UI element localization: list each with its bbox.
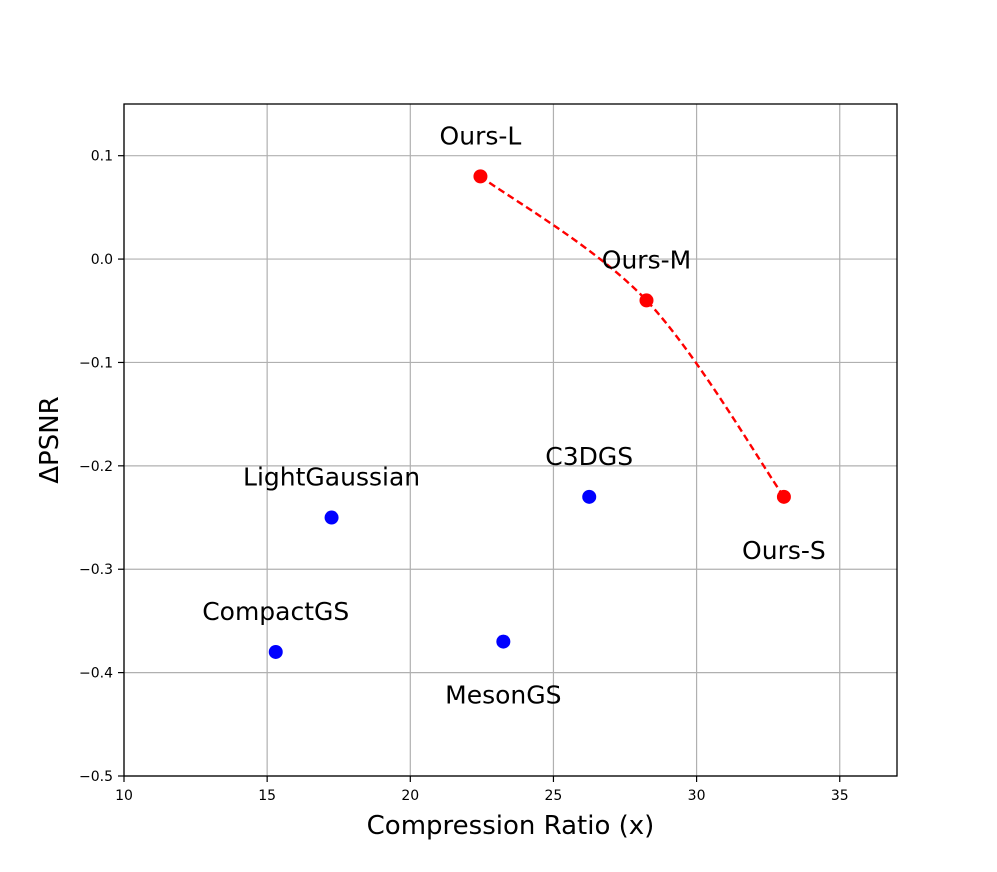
x-tick-label: 15 (258, 788, 276, 804)
point-label: C3DGS (545, 442, 633, 471)
y-tick-label: −0.4 (79, 666, 113, 682)
x-tick-label: 30 (688, 788, 706, 804)
y-tick-label: 0.1 (91, 149, 113, 165)
y-tick-label: 0.0 (91, 252, 113, 268)
data-point (639, 293, 654, 308)
data-point (496, 634, 511, 649)
y-tick-label: −0.5 (79, 769, 113, 785)
point-label: LightGaussian (243, 463, 420, 492)
y-tick-label: −0.1 (79, 355, 113, 371)
y-axis-title: ΔPSNR (35, 396, 65, 483)
point-label: Ours-M (602, 245, 691, 274)
data-point (324, 510, 339, 525)
x-tick-label: 10 (115, 788, 133, 804)
data-point (776, 489, 791, 504)
axis-ticks: 10 15 20 25 30 35 −0.5 −0.4 −0.3 −0.2 −0.1 0.0 0.1 (79, 149, 849, 804)
x-tick-label: 25 (545, 788, 563, 804)
point-label: Ours-L (440, 121, 522, 150)
data-point (582, 489, 597, 504)
plot-area-frame (123, 103, 898, 777)
data-points (268, 169, 791, 659)
x-tick-label: 35 (831, 788, 849, 804)
x-axis-title: Compression Ratio (x) (367, 811, 655, 841)
y-tick-label: −0.3 (79, 562, 113, 578)
y-tick-label: −0.2 (79, 459, 113, 475)
data-point (268, 644, 283, 659)
point-label: MesonGS (445, 681, 561, 710)
point-label: Ours-S (742, 536, 826, 565)
grid-lines (123, 104, 897, 777)
data-point (473, 169, 488, 184)
point-label: CompactGS (202, 597, 349, 626)
x-tick-label: 20 (401, 788, 419, 804)
trend-curve (479, 175, 785, 498)
point-labels: LightGaussian C3DGS CompactGS MesonGS Ours-L… (202, 121, 826, 709)
trend-curve-layer (479, 175, 785, 498)
